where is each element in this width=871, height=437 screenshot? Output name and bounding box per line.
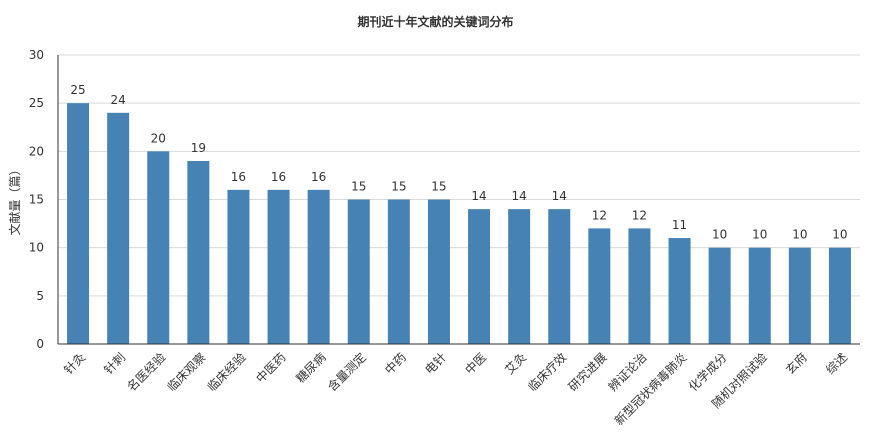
- data-label: 14: [471, 189, 486, 203]
- bar: [828, 247, 851, 344]
- data-label: 10: [752, 228, 767, 242]
- data-label: 15: [391, 180, 406, 194]
- bar: [748, 247, 771, 344]
- x-tick-label: 中医药: [253, 350, 289, 386]
- grid-lines: [58, 54, 860, 297]
- bar: [588, 228, 611, 344]
- data-label: 16: [231, 170, 246, 184]
- bar: [187, 160, 210, 344]
- x-tick-label: 综述: [823, 350, 850, 377]
- data-label: 14: [552, 189, 567, 203]
- x-tick-label: 糖尿病: [293, 350, 329, 386]
- bar: [427, 199, 450, 344]
- bar: [307, 189, 330, 344]
- x-tick-label: 中医: [462, 350, 490, 378]
- bar: [347, 199, 370, 344]
- bar: [147, 151, 170, 344]
- data-label: 14: [512, 189, 527, 203]
- x-tick-label: 电针: [421, 350, 449, 378]
- x-tick-label: 含量测定: [324, 350, 369, 395]
- x-tick-label: 针刺: [101, 350, 129, 378]
- chart-title: 期刊近十年文献的关键词分布: [357, 14, 513, 29]
- data-label: 24: [111, 93, 126, 107]
- data-label: 10: [792, 228, 807, 242]
- x-tick-label: 玄府: [782, 350, 810, 378]
- data-label: 16: [271, 170, 286, 184]
- bar: [508, 209, 531, 344]
- y-tick-label: 30: [29, 48, 44, 62]
- y-axis-title: 文献量（篇）: [7, 163, 22, 235]
- x-tick-label: 名医经验: [124, 350, 169, 395]
- y-tick-label: 25: [29, 96, 44, 110]
- bar: [468, 209, 491, 344]
- bar: [548, 209, 571, 344]
- y-tick-label: 20: [29, 144, 44, 158]
- data-label: 20: [151, 131, 166, 145]
- data-labels: 25 24 20 19 16 16 16 15 15 15 14 14 14 12 12 11 10 10 10 10: [70, 83, 847, 242]
- bar: [708, 247, 731, 344]
- bar: [107, 112, 130, 344]
- data-label: 15: [351, 180, 366, 194]
- bar-series: [67, 103, 851, 345]
- bar: [67, 103, 90, 345]
- x-tick-label: 研究进展: [565, 350, 610, 395]
- data-label: 25: [70, 83, 85, 97]
- x-tick-label: 临床疗效: [525, 350, 570, 395]
- bar: [668, 238, 691, 344]
- data-label: 12: [592, 208, 607, 222]
- y-tick-label: 5: [36, 289, 44, 303]
- data-label: 10: [712, 228, 727, 242]
- data-label: 12: [632, 208, 647, 222]
- data-label: 16: [311, 170, 326, 184]
- y-tick-label: 0: [36, 337, 44, 351]
- bar: [628, 228, 651, 344]
- x-tick-label: 临床观察: [165, 350, 209, 394]
- bar: [227, 189, 250, 344]
- x-tick-label: 临床经验: [204, 350, 249, 395]
- x-tick-label: 艾灸: [502, 350, 529, 377]
- bar: [788, 247, 811, 344]
- data-label: 11: [672, 218, 687, 232]
- data-label: 10: [832, 228, 847, 242]
- bar: [267, 189, 290, 344]
- y-tick-label: 15: [29, 193, 44, 207]
- y-axis-ticks: 0 5 10 15 20 25 30: [29, 48, 44, 351]
- x-tick-label: 中药: [381, 350, 409, 378]
- y-tick-label: 10: [29, 241, 44, 255]
- x-tick-label: 新型冠状病毒肺炎: [611, 350, 689, 428]
- data-label: 19: [191, 141, 206, 155]
- x-tick-label: 针灸: [61, 350, 89, 378]
- bar: [387, 199, 410, 344]
- data-label: 15: [431, 180, 446, 194]
